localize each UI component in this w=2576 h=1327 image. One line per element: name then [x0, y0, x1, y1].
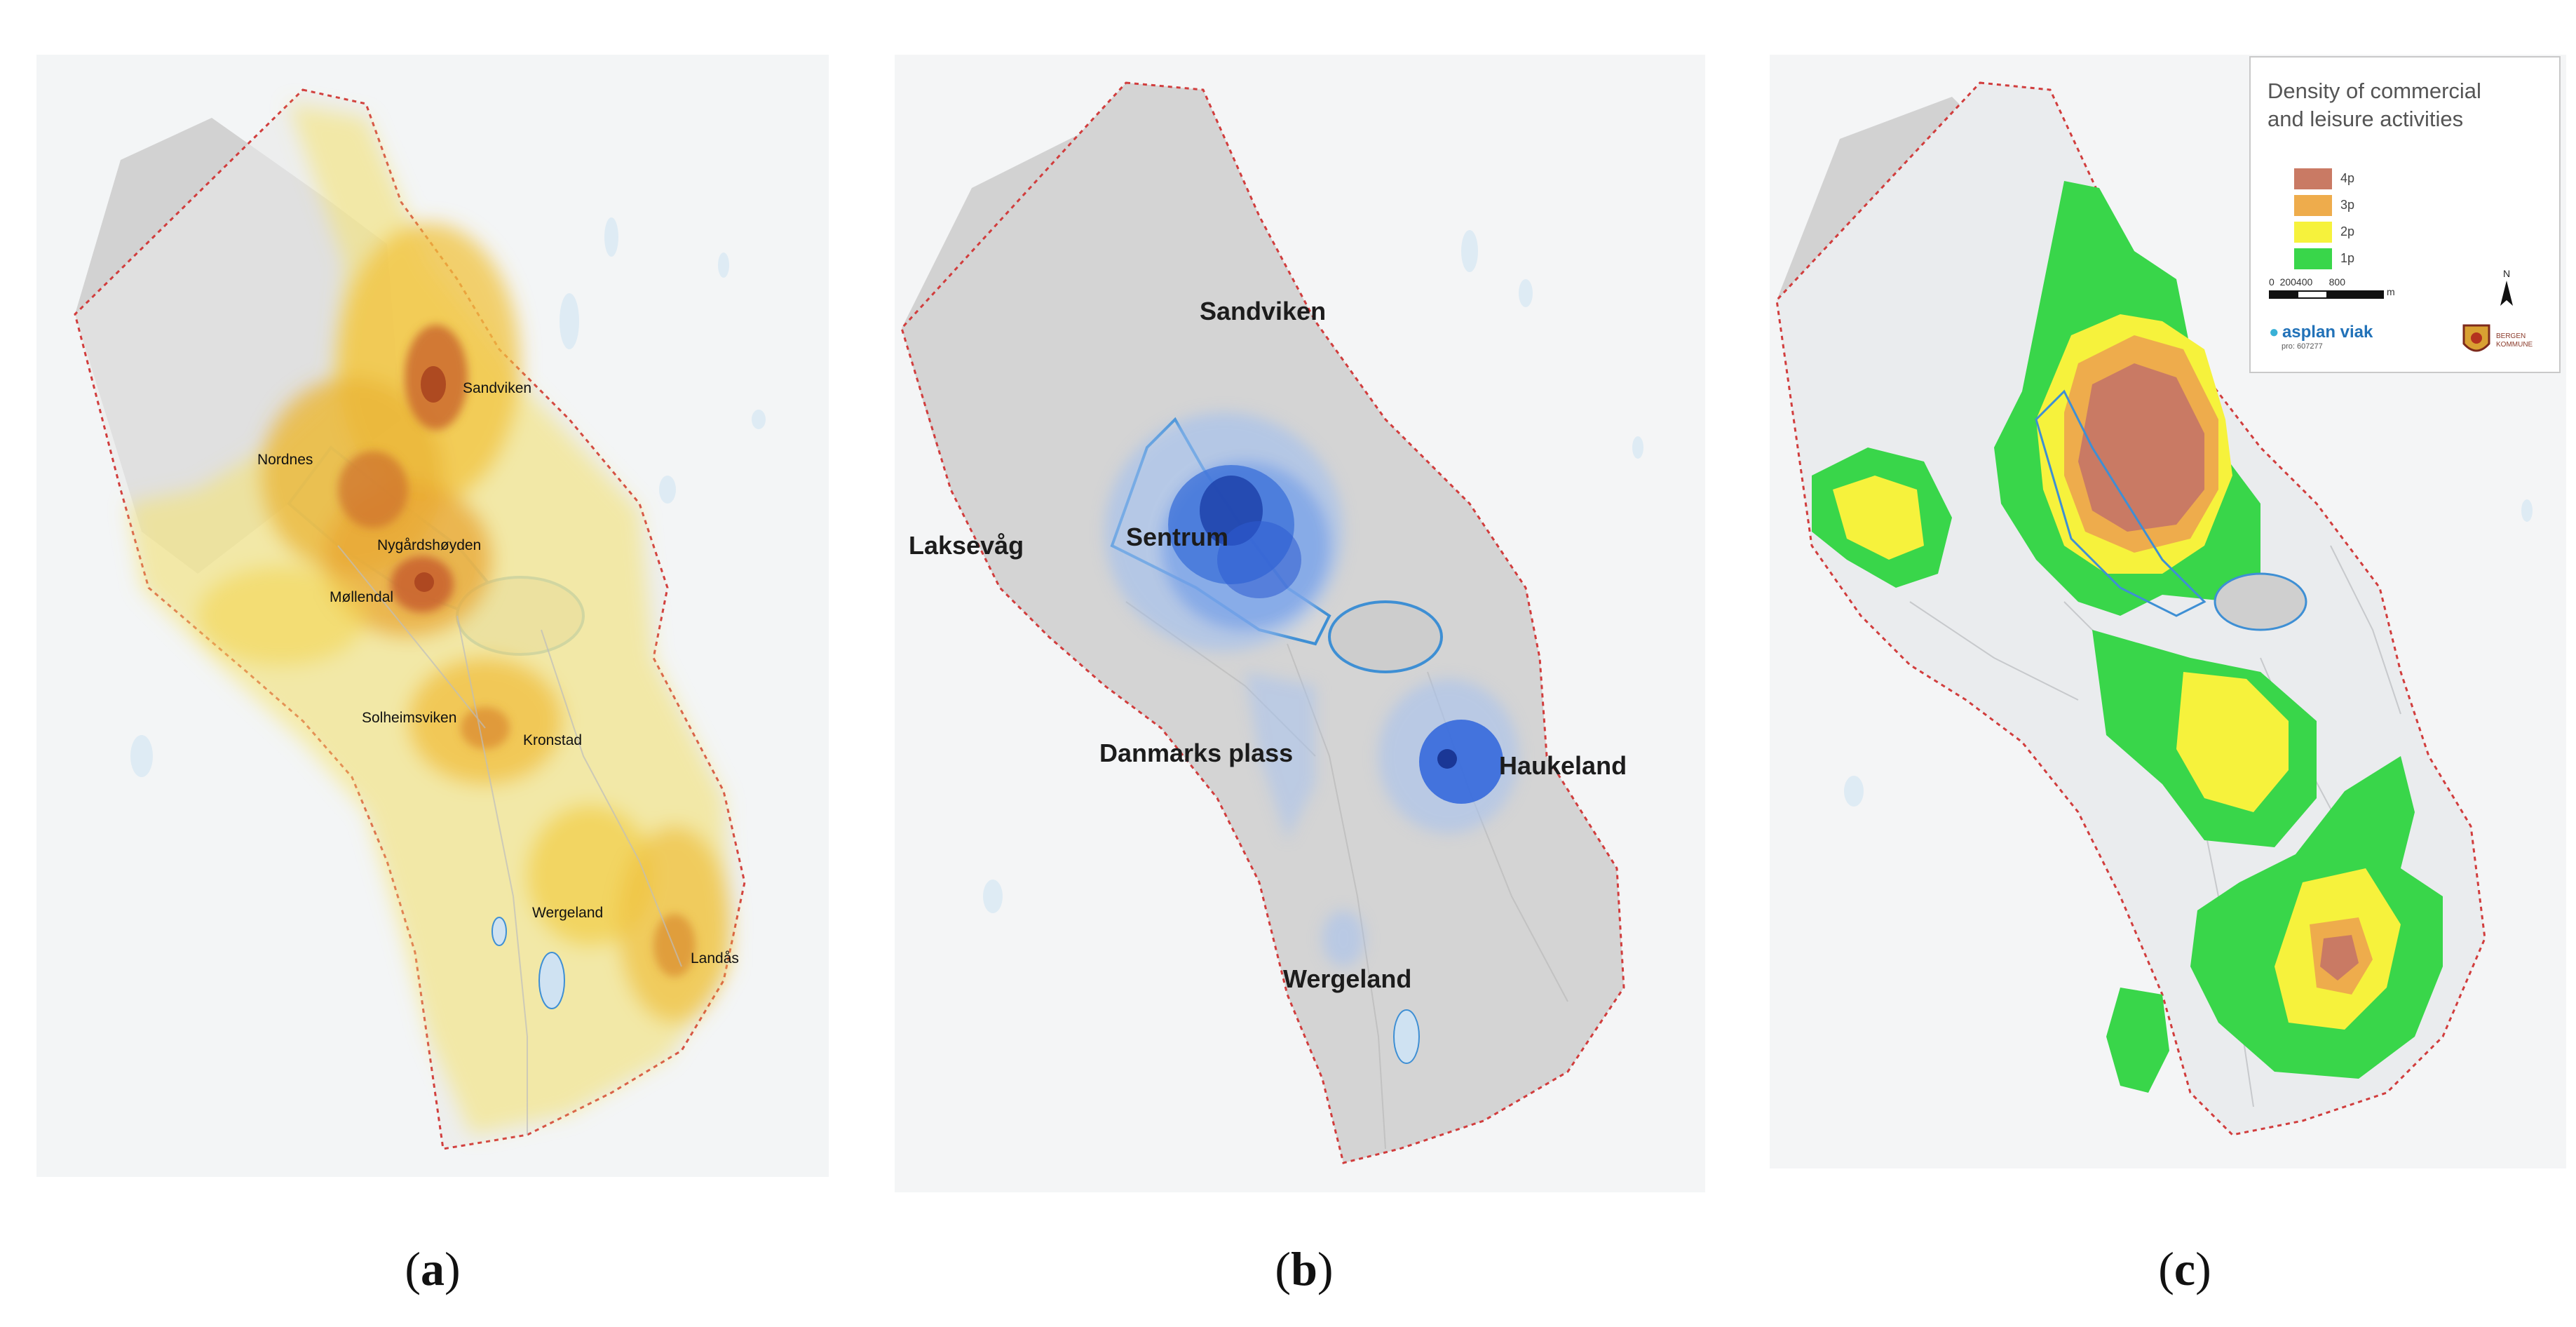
map-b-graphic: Sandviken Laksevåg Sentrum Danmarks plas… [895, 55, 1705, 1192]
map-panel-b: Sandviken Laksevåg Sentrum Danmarks plas… [895, 55, 1705, 1192]
map-b-label-haukeland: Haukeland [1499, 751, 1627, 780]
map-a-label-solheimsviken: Solheimsviken [362, 710, 456, 726]
map-a-label-wergeland: Wergeland [532, 905, 603, 921]
map-a-graphic: Sandviken Nordnes Nygårdshøyden Møllenda… [36, 55, 829, 1177]
map-a-label-kronstad: Kronstad [523, 732, 582, 748]
map-a-label-mollendal: Møllendal [330, 589, 393, 605]
scale-bar: 0 200400 800 m [2269, 276, 2409, 304]
asplan-viak-logo: ● asplan viak pro: 607277 [2269, 323, 2373, 351]
map-b-label-sandviken: Sandviken [1200, 297, 1326, 325]
caption-b: (b) [1275, 1242, 1334, 1295]
bergen-crest-icon [2462, 324, 2490, 352]
map-b-label-sentrum: Sentrum [1126, 523, 1228, 551]
legend-swatch-1p [2294, 248, 2332, 269]
map-b-label-laksevag: Laksevåg [909, 531, 1024, 560]
map-a-label-landas: Landås [691, 950, 739, 966]
legend-title: Density of commercial and leisure activi… [2267, 79, 2481, 131]
legend-label-2p: 2p [2340, 224, 2355, 238]
legend-swatch-2p [2294, 222, 2332, 243]
legend-label-4p: 4p [2340, 171, 2355, 185]
caption-c: (c) [2158, 1242, 2211, 1295]
map-panel-c: Density of commercial and leisure activi… [1770, 55, 2566, 1168]
density-legend: Density of commercial and leisure activi… [2249, 56, 2561, 373]
map-a-label-nygardshoyden: Nygårdshøyden [377, 537, 481, 553]
map-b-label-danmarks-plass: Danmarks plass [1099, 739, 1293, 767]
legend-swatch-4p [2294, 168, 2332, 189]
scale-bar-unit: m [2387, 286, 2395, 297]
legend-swatch-3p [2294, 195, 2332, 216]
scale-bar-numbers: 0 200400 800 [2269, 276, 2345, 288]
map-a-label-nordnes: Nordnes [257, 452, 313, 468]
north-arrow-icon: N [2496, 268, 2517, 310]
legend-label-1p: 1p [2340, 251, 2355, 265]
map-b-label-wergeland: Wergeland [1283, 964, 1411, 993]
map-panel-a: Sandviken Nordnes Nygårdshøyden Møllenda… [36, 55, 829, 1177]
legend-label-3p: 3p [2340, 198, 2355, 212]
bergen-kommune-logo: BERGEN KOMMUNE [2461, 323, 2552, 365]
map-c-graphic [1770, 55, 2566, 1168]
map-a-label-sandviken: Sandviken [463, 380, 531, 396]
caption-a: (a) [405, 1242, 461, 1295]
